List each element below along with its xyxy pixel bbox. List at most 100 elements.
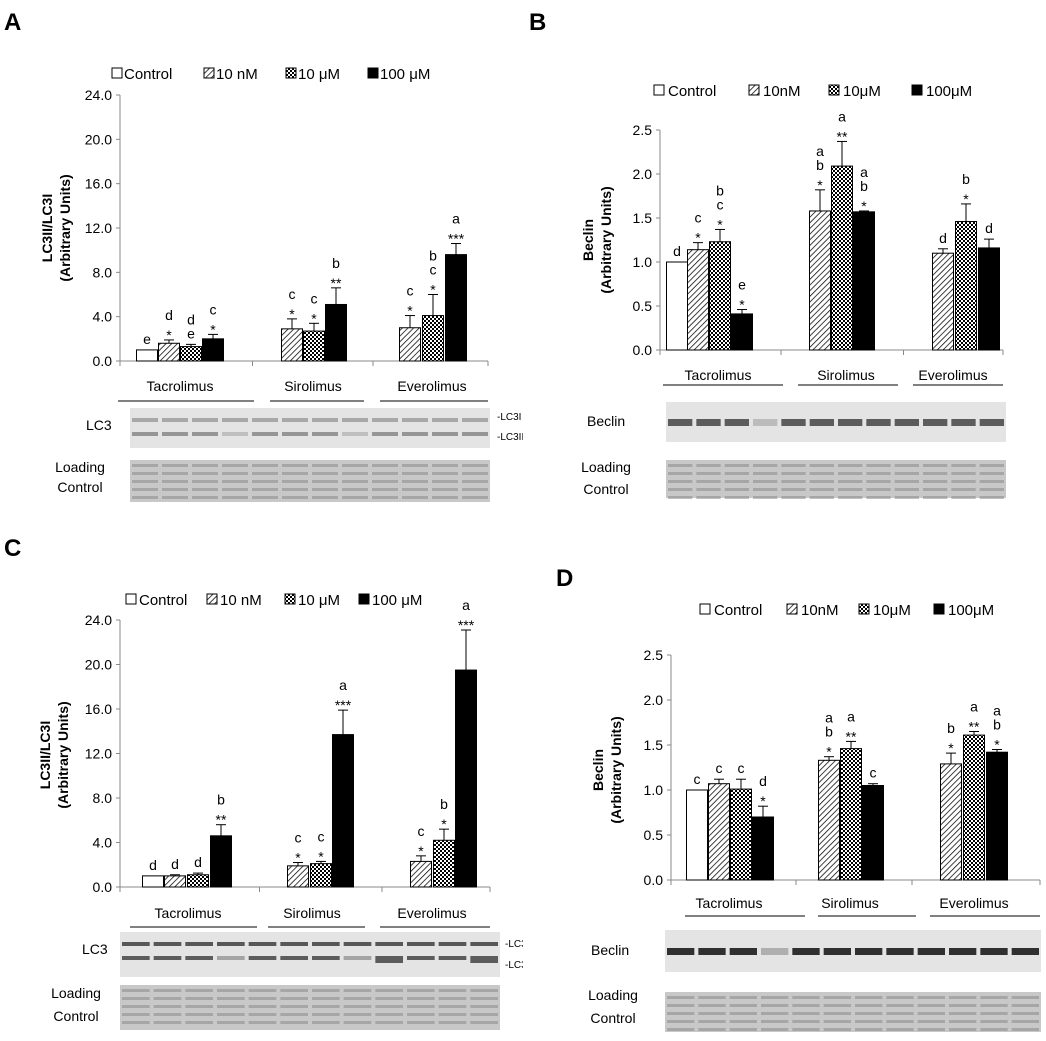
blot-band-d (667, 1020, 695, 1023)
significance-label-d: c (738, 760, 745, 776)
chart-d: 0.0 0.5 1.0 1.5 2.0 2.5 Beclin (Arbitrary Units… (590, 647, 1041, 917)
legend-b-10um-swatch (828, 84, 840, 96)
bar-d-tacrolimus-3 (752, 816, 774, 881)
blot-c-loading-line1: Loading (51, 985, 101, 1001)
blot-band-a (222, 488, 248, 491)
legend-d-control-swatch (699, 603, 711, 615)
blot-band-b (781, 472, 806, 475)
blot-band-a (132, 418, 158, 422)
legend-d-10nm-label: 10nM (801, 602, 839, 619)
significance-label-b: e (738, 277, 746, 293)
blot-band-b (809, 419, 834, 426)
blot-band-b (866, 472, 891, 475)
blot-band-c (248, 1013, 277, 1016)
panel-d-svg: D Control 10nM 10μM 100μM 0.0 0.5 1.0 1.5 2.… (556, 565, 1041, 1032)
blot-band-b (724, 496, 749, 499)
blot-band-d (761, 1012, 789, 1015)
bar-d-sirolimus-0 (818, 759, 840, 881)
blot-band-a (222, 496, 248, 499)
significance-label-c: c (318, 828, 325, 844)
blot-band-a (192, 496, 218, 499)
blot-band-a (282, 418, 308, 422)
group-label-d-everolimus: Everolimus (939, 895, 1008, 911)
significance-label-c: * (418, 843, 424, 859)
blot-band-d (980, 996, 1008, 999)
significance-label-d: * (948, 740, 954, 756)
blot-band-c (185, 942, 213, 946)
blot-band-b (724, 480, 749, 483)
panel-a: A Control 10 nM 10 μM 100 μM 0.0 4.0 8.0 12… (0, 0, 524, 523)
blot-band-d (823, 1020, 851, 1023)
blot-band-d (823, 1028, 851, 1031)
group-label-b-tacrolimus: Tacrolimus (685, 367, 752, 383)
blot-band-a (372, 488, 398, 491)
blot-band-c (343, 989, 372, 992)
bar-b-everolimus-2 (978, 247, 1000, 351)
legend-c-10um-swatch (284, 593, 296, 605)
blot-band-c (185, 956, 213, 960)
legend-c-10nm-swatch (206, 593, 218, 605)
blot-band-b (753, 464, 778, 467)
blot-band-a (432, 488, 458, 491)
blot-band-a (282, 432, 308, 436)
blot-b-loading-line1: Loading (581, 459, 631, 475)
blot-band-a (132, 432, 158, 436)
significance-label-a: c (210, 301, 217, 317)
blot-band-c (438, 1021, 467, 1024)
blot-band-c (153, 942, 182, 946)
blot-band-a (432, 472, 458, 475)
bar-d-everolimus-0 (940, 763, 962, 881)
blot-d-beclin-label: Beclin (591, 942, 629, 958)
bar-b-everolimus-1 (955, 221, 977, 351)
blot-c-lc3-label: LC3 (82, 941, 108, 957)
y-tick-label-c: 4.0 (93, 835, 113, 851)
bar-c-sirolimus-2 (332, 734, 354, 888)
blot-band-d (823, 948, 851, 955)
y-tick-label-b: 0.0 (633, 342, 653, 358)
blot-band-d (917, 996, 945, 999)
y-tick-label-b: 1.5 (633, 210, 653, 226)
blot-band-d (1011, 1020, 1039, 1023)
blot-band-c (217, 956, 245, 960)
blot-band-d (761, 948, 789, 955)
legend-d-10nm-swatch (786, 603, 798, 615)
significance-label-c: b (217, 792, 225, 808)
bar-c-tacrolimus-3 (210, 835, 232, 888)
legend-c: Control 10 nM 10 μM 100 μM (125, 592, 422, 609)
bar-b-tacrolimus-3 (731, 313, 753, 351)
blot-band-d (729, 1004, 757, 1007)
legend-a-control-swatch (111, 67, 123, 79)
blot-band-c (343, 942, 372, 946)
blot-band-a (402, 496, 428, 499)
blot-band-c (470, 1013, 498, 1016)
blot-band-b (866, 480, 891, 483)
chart-a: 0.0 4.0 8.0 12.0 16.0 20.0 24.0 LC3II/LC3I (Arbi… (39, 87, 489, 402)
significance-label-b: c (695, 210, 702, 226)
blot-band-b (923, 419, 948, 426)
blot-band-b (696, 419, 721, 426)
significance-label-c: * (295, 850, 301, 866)
blot-band-a (462, 464, 488, 467)
blot-band-b (696, 496, 721, 499)
blot-band-c (280, 1005, 308, 1008)
significance-label-d: * (760, 793, 766, 809)
blot-band-c (122, 1013, 150, 1016)
y-axis-label-line2-b: (Arbitrary Units) (598, 186, 614, 293)
significance-label-b: ** (837, 128, 848, 144)
y-tick-label-b: 2.5 (633, 122, 653, 138)
significance-label-a: * (289, 306, 295, 322)
panel-c-svg: C Control 10 nM 10 μM 100 μM 0.0 4.0 8.0 12… (4, 535, 532, 1030)
group-label-b-everolimus: Everolimus (918, 367, 987, 383)
significance-label-d: c (694, 771, 701, 787)
blot-band-c (248, 1005, 277, 1008)
blot-band-b (951, 464, 976, 467)
blot-image-a-1 (130, 460, 490, 502)
significance-label-b: * (739, 297, 745, 313)
blot-band-a (372, 418, 398, 422)
bar-d-sirolimus-1 (840, 748, 862, 881)
blot-band-c (185, 989, 213, 992)
blot-band-b (668, 472, 693, 475)
y-tick-label-a: 12.0 (85, 220, 112, 236)
blot-d-loading-line1: Loading (588, 987, 638, 1003)
blot-band-a (432, 418, 458, 422)
